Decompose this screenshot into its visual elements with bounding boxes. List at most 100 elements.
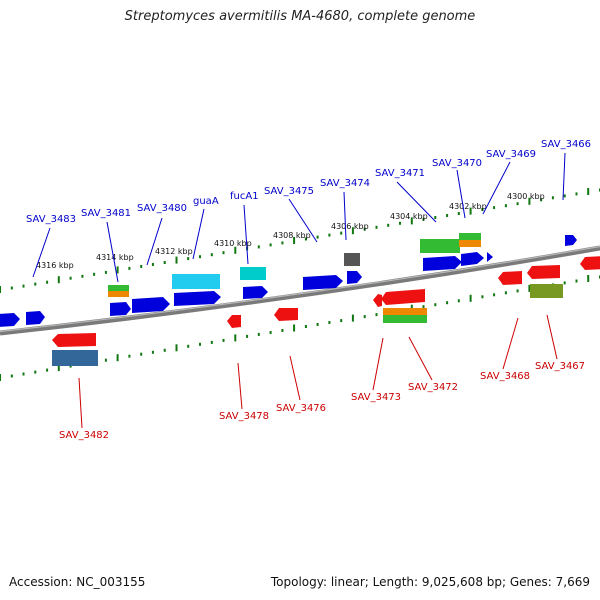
gene-arrow[interactable]	[580, 256, 600, 270]
gene-label[interactable]: fucA1	[230, 191, 259, 202]
minor-tick	[481, 295, 484, 299]
minor-tick	[563, 281, 566, 285]
major-tick	[410, 217, 413, 225]
minor-tick	[187, 257, 190, 261]
minor-tick	[504, 291, 507, 295]
major-tick	[234, 246, 237, 254]
scale-label: 4316 kbp	[36, 261, 74, 270]
gene-arrow[interactable]	[174, 291, 221, 306]
major-tick	[0, 374, 1, 381]
minor-tick	[504, 204, 507, 208]
gene-label[interactable]: SAV_3471	[375, 168, 425, 179]
minor-tick	[328, 233, 331, 237]
minor-tick	[493, 293, 496, 297]
minor-tick	[257, 332, 260, 336]
gene-arrow[interactable]	[373, 294, 382, 307]
gene-label[interactable]: SAV_3470	[432, 158, 482, 169]
gene-label[interactable]: SAV_3472	[408, 382, 458, 393]
gene-arrow[interactable]	[461, 252, 484, 266]
major-tick	[116, 354, 119, 362]
minor-tick	[22, 284, 25, 288]
scale-label: 4312 kbp	[155, 247, 193, 256]
gene-arrow[interactable]	[303, 275, 343, 290]
gene-label[interactable]: SAV_3473	[351, 392, 401, 403]
major-tick	[351, 314, 354, 322]
gene-arrow[interactable]	[498, 271, 522, 285]
gene-arrow[interactable]	[487, 252, 493, 262]
gene-arrow[interactable]	[52, 333, 96, 347]
minor-tick	[222, 338, 225, 342]
minor-tick	[46, 368, 49, 372]
major-tick	[175, 256, 178, 264]
genome-summary: Topology: linear; Length: 9,025,608 bp; …	[270, 575, 590, 589]
gene-block[interactable]	[52, 350, 98, 366]
minor-tick	[563, 194, 566, 198]
gene-label[interactable]: SAV_3483	[26, 214, 76, 225]
minor-tick	[10, 286, 13, 290]
gene-block[interactable]	[383, 315, 427, 323]
major-tick	[234, 334, 237, 342]
gene-arrow[interactable]	[565, 235, 577, 246]
gene-label[interactable]: SAV_3466	[541, 139, 591, 150]
major-tick	[587, 275, 590, 282]
major-tick	[57, 364, 60, 372]
gene-arrow[interactable]	[347, 271, 362, 284]
scale-label: 4300 kbp	[507, 192, 545, 201]
gene-label[interactable]: SAV_3468	[480, 371, 530, 382]
major-tick	[57, 276, 60, 284]
gene-label[interactable]: guaA	[193, 196, 219, 207]
gene-arrow[interactable]	[26, 311, 45, 325]
gene-label[interactable]: SAV_3476	[276, 403, 326, 414]
gene-arrow[interactable]	[274, 308, 298, 321]
major-tick	[293, 237, 296, 244]
gene-label[interactable]: SAV_3475	[264, 186, 314, 197]
gene-label[interactable]: SAV_3478	[219, 411, 269, 422]
minor-tick	[375, 313, 378, 317]
reverse-strand-genes	[52, 256, 600, 366]
gene-label[interactable]: SAV_3480	[137, 203, 187, 214]
minor-tick	[128, 354, 131, 358]
gene-block[interactable]	[420, 239, 460, 253]
minor-tick	[22, 372, 25, 376]
gene-block[interactable]	[459, 240, 481, 247]
gene-block[interactable]	[172, 274, 220, 289]
gene-block[interactable]	[344, 253, 360, 266]
gene-block[interactable]	[383, 308, 427, 315]
minor-tick	[422, 217, 425, 221]
gene-arrow[interactable]	[527, 265, 560, 279]
gene-label[interactable]: SAV_3481	[81, 208, 131, 219]
major-tick	[528, 284, 531, 292]
minor-tick	[69, 276, 72, 280]
gene-block[interactable]	[530, 284, 563, 298]
minor-tick	[399, 221, 401, 225]
forward-strand-genes	[0, 233, 577, 327]
gene-label[interactable]: SAV_3467	[535, 361, 585, 372]
gene-block[interactable]	[108, 291, 129, 297]
minor-tick	[140, 352, 143, 356]
minor-tick	[457, 212, 460, 215]
gene-block[interactable]	[108, 285, 129, 291]
minor-tick	[199, 255, 201, 259]
minor-tick	[140, 265, 143, 268]
gene-label[interactable]: SAV_3482	[59, 430, 109, 441]
gene-label[interactable]: SAV_3474	[320, 178, 370, 189]
gene-arrow[interactable]	[381, 289, 425, 305]
gene-arrow[interactable]	[110, 302, 131, 316]
minor-tick	[446, 301, 449, 305]
minor-tick	[151, 350, 154, 354]
gene-arrow[interactable]	[132, 297, 170, 313]
major-tick	[351, 227, 354, 235]
genome-backbone	[0, 245, 600, 336]
gene-arrow[interactable]	[0, 313, 20, 327]
gene-block[interactable]	[240, 267, 266, 280]
gene-label[interactable]: SAV_3469	[486, 149, 536, 160]
gene-arrow[interactable]	[423, 256, 462, 271]
gene-block[interactable]	[459, 233, 481, 240]
reverse-leader-lines	[78, 314, 558, 429]
forward-gene-labels: SAV_3483 SAV_3481 SAV_3480 guaA fucA1 SA…	[26, 139, 591, 225]
minor-tick	[210, 340, 213, 344]
gene-arrow[interactable]	[227, 315, 241, 328]
gene-arrow[interactable]	[243, 286, 268, 299]
scale-label: 4308 kbp	[273, 231, 311, 240]
minor-tick	[340, 319, 343, 323]
